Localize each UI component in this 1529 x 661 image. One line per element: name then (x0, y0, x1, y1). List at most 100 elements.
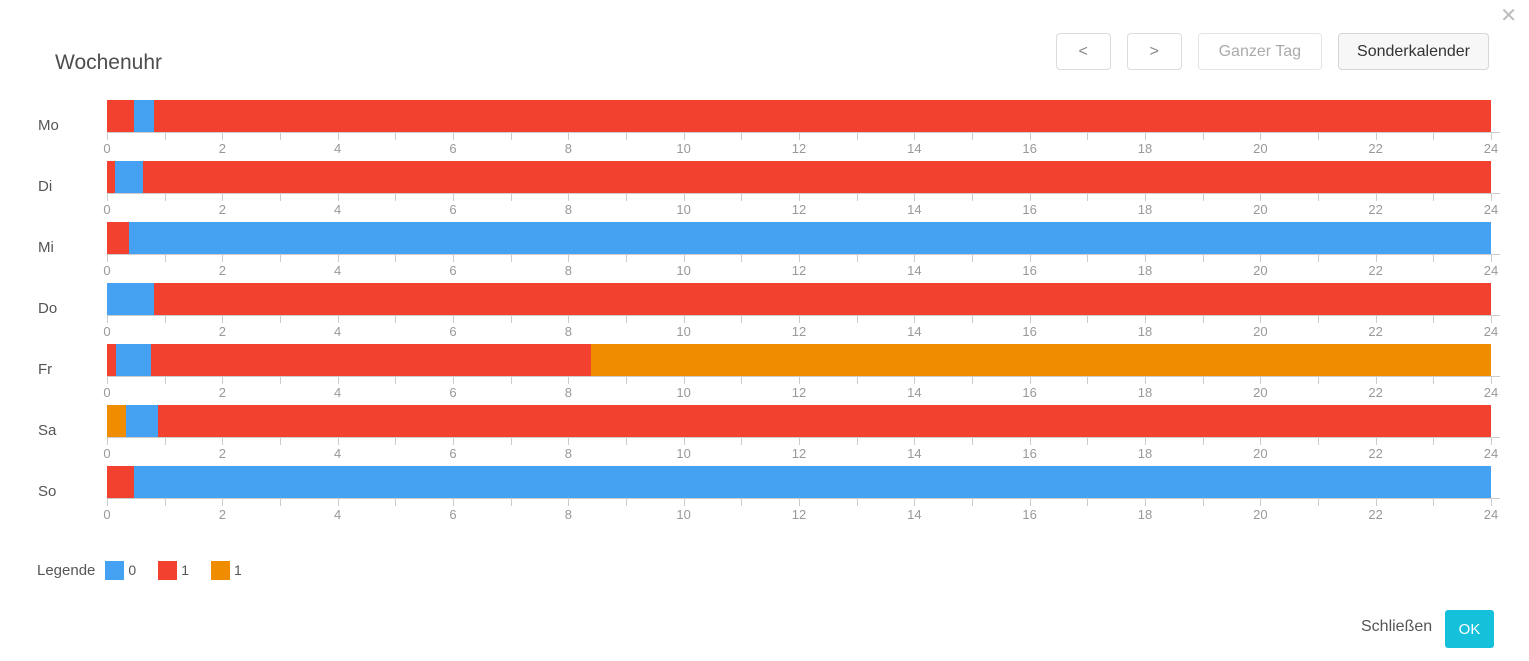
day-row-fr: Fr 0 2 4 6 8 10 12 14 16 18 20 22 24 (0, 344, 1529, 405)
axis-tick (1491, 376, 1492, 384)
day-bar[interactable] (107, 344, 1491, 376)
axis-tick (280, 498, 281, 506)
bar-segment-red[interactable] (154, 283, 1491, 315)
day-row-sa: Sa 0 2 4 6 8 10 12 14 16 18 20 22 24 (0, 405, 1529, 466)
axis-tick-label: 2 (218, 385, 226, 400)
axis-tick (1202, 254, 1204, 262)
axis-tick (914, 315, 916, 323)
bar-segment-blue[interactable] (107, 283, 155, 315)
bar-segment-red[interactable] (154, 100, 1491, 132)
axis-tick-label: 6 (449, 507, 457, 522)
axis-tick (1145, 132, 1146, 140)
axis-tick (1491, 254, 1492, 262)
axis-tick (1260, 315, 1262, 323)
axis-tick (280, 376, 281, 384)
axis-tick (1318, 193, 1319, 201)
prev-button[interactable]: < (1055, 33, 1111, 70)
ganzer-tag-button[interactable]: Ganzer Tag (1197, 33, 1323, 70)
axis-tick (280, 193, 281, 201)
axis-tick-label: 22 (1368, 202, 1383, 217)
legend-swatch-blue (105, 560, 125, 580)
axis-tick-label: 12 (791, 385, 807, 400)
day-bar[interactable] (107, 283, 1491, 315)
axis-tick (914, 254, 916, 262)
axis-tick (1202, 376, 1204, 384)
day-bar[interactable] (107, 466, 1491, 498)
day-bar[interactable] (107, 100, 1491, 132)
bar-segment-orange[interactable] (107, 405, 127, 437)
axis-tick (683, 315, 685, 323)
axis-tick-label: 24 (1483, 202, 1499, 217)
axis-tick (510, 376, 512, 384)
legend-label-blue: 0 (128, 562, 137, 578)
bar-segment-orange[interactable] (591, 344, 1491, 376)
axis-tick-label: 16 (1022, 141, 1037, 156)
axis-tick-label: 0 (103, 324, 111, 339)
axis-tick-label: 10 (676, 385, 691, 400)
axis-tick-label: 6 (449, 324, 457, 339)
axis-tick-label: 14 (907, 446, 922, 461)
day-bar[interactable] (107, 405, 1491, 437)
schliessen-button[interactable]: Schließen (1355, 617, 1438, 637)
week-chart: Mo 0 2 4 6 8 10 12 14 16 18 20 22 24 Di 0 2 4 6 8 10 12 14 16 18… (0, 100, 1529, 527)
bar-segment-red[interactable] (107, 466, 135, 498)
x-axis (107, 437, 1500, 438)
bar-segment-red[interactable] (107, 100, 134, 132)
day-label: Mo (38, 117, 59, 134)
day-label: Fr (38, 361, 53, 378)
axis-tick-label: 12 (791, 263, 807, 278)
axis-tick (1375, 376, 1377, 384)
bar-segment-blue[interactable] (128, 222, 1491, 254)
axis-tick (741, 132, 743, 140)
axis-tick-label: 24 (1483, 141, 1499, 156)
axis-tick-label: 0 (103, 507, 111, 522)
axis-tick-label: 0 (103, 446, 111, 461)
axis-tick (799, 315, 800, 323)
close-icon[interactable]: ✕ (1500, 5, 1517, 27)
bar-segment-red[interactable] (107, 161, 116, 193)
sonderkalender-button[interactable]: Sonderkalender (1338, 33, 1489, 70)
axis-tick-label: 14 (907, 385, 922, 400)
legend-item-red: 1 (158, 560, 189, 580)
bar-segment-red[interactable] (150, 344, 592, 376)
bar-segment-red[interactable] (158, 405, 1491, 437)
axis-tick (280, 315, 281, 323)
axis-tick (1491, 193, 1492, 201)
axis-tick-label: 8 (564, 446, 572, 461)
day-row-di: Di 0 2 4 6 8 10 12 14 16 18 20 22 24 (0, 161, 1529, 222)
bar-segment-blue[interactable] (134, 466, 1491, 498)
day-bar[interactable] (107, 161, 1491, 193)
bar-segment-red[interactable] (107, 222, 129, 254)
bar-segment-red[interactable] (143, 161, 1491, 193)
bar-segment-blue[interactable] (115, 161, 144, 193)
axis-tick (280, 437, 281, 445)
axis-tick (1491, 437, 1492, 445)
axis-tick (1318, 254, 1319, 262)
bar-segment-blue[interactable] (115, 344, 151, 376)
ok-button[interactable]: OK (1445, 610, 1494, 648)
axis-tick (1087, 315, 1089, 323)
axis-tick (972, 254, 973, 262)
axis-tick (1260, 254, 1262, 262)
axis-tick (741, 376, 743, 384)
bar-segment-blue[interactable] (126, 405, 159, 437)
axis-tick (1375, 315, 1377, 323)
next-button[interactable]: > (1126, 33, 1182, 70)
day-bar[interactable] (107, 222, 1491, 254)
axis-tick (1318, 498, 1319, 506)
x-axis (107, 254, 1500, 255)
axis-tick-label: 18 (1137, 141, 1153, 156)
axis-tick (453, 132, 454, 140)
axis-tick (799, 498, 800, 506)
bar-segment-blue[interactable] (133, 100, 155, 132)
bar-segment-red[interactable] (107, 344, 116, 376)
axis-tick-label: 12 (791, 324, 807, 339)
axis-tick-label: 0 (103, 141, 111, 156)
axis-tick (1433, 498, 1435, 506)
axis-tick (626, 437, 627, 445)
axis-tick (741, 254, 743, 262)
legend-swatch-orange (211, 560, 230, 580)
day-label: Do (38, 300, 58, 317)
axis-tick (972, 193, 973, 201)
day-row-do: Do 0 2 4 6 8 10 12 14 16 18 20 22 24 (0, 283, 1529, 344)
